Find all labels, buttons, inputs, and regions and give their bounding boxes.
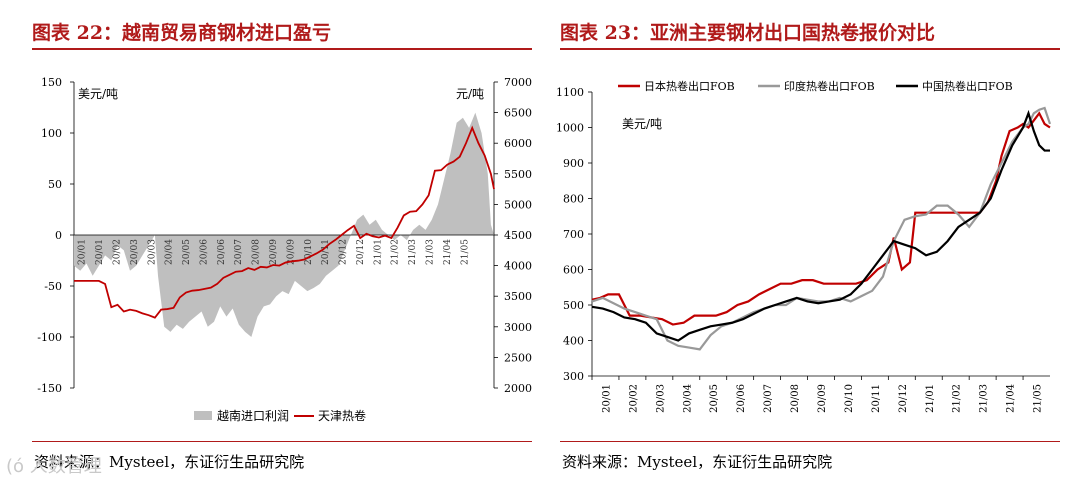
y-tick-label-right: 5000 bbox=[504, 198, 532, 211]
panel-title: 图表 23：亚洲主要钢材出口国热卷报价对比 bbox=[560, 22, 936, 44]
source-divider bbox=[560, 441, 1060, 442]
y-tick-label-left: -50 bbox=[44, 280, 62, 293]
x-tick-label: 21/01 bbox=[925, 384, 936, 413]
y-tick-label-right: 2500 bbox=[504, 351, 532, 364]
x-tick-label: 20/11 bbox=[871, 384, 882, 413]
x-tick-label: 20/04 bbox=[682, 384, 693, 413]
legend-swatch-import-profit bbox=[194, 411, 212, 420]
x-tick-label: 20/12 bbox=[339, 239, 349, 265]
legend-japan-hrc-label: 日本热卷出口FOB bbox=[644, 79, 735, 93]
x-tick-label: 20/02 bbox=[628, 384, 639, 413]
y-tick-label-right: 3500 bbox=[504, 290, 532, 303]
panel-vietnam-import-profit: 图表 22：越南贸易商钢材进口盈亏 150 100 50 0 -50 -100 -150 70… bbox=[24, 0, 544, 488]
y-tick-label: 600 bbox=[563, 264, 584, 277]
y-tick-label-left: -100 bbox=[37, 331, 62, 344]
series-line-japan-hrc bbox=[591, 111, 1051, 326]
x-tick-label: 20/03 bbox=[130, 239, 140, 265]
series-line-china-hrc bbox=[591, 109, 1050, 342]
y-tick-label: 1100 bbox=[556, 86, 584, 99]
panel-title: 图表 22：越南贸易商钢材进口盈亏 bbox=[32, 22, 332, 44]
legend-india-hrc-label: 印度热卷出口FOB bbox=[784, 79, 875, 93]
x-tick-label: 21/04 bbox=[443, 239, 453, 265]
y-tick-label-left: 100 bbox=[41, 127, 62, 140]
y-tick-label-right: 6000 bbox=[504, 137, 532, 150]
y-tick-label-left: 150 bbox=[41, 76, 62, 89]
y-tick-label-left: 0 bbox=[55, 229, 62, 242]
x-tick-label: 21/03 bbox=[979, 384, 990, 413]
y-tick-label-left: -150 bbox=[37, 382, 62, 395]
y-tick-label-right: 7000 bbox=[504, 76, 532, 89]
x-tick-label: 20/02 bbox=[112, 239, 122, 265]
x-tick-label: 20/12 bbox=[898, 384, 909, 413]
source-note: 资料来源：Mysteel，东证衍生品研究院 bbox=[562, 453, 833, 471]
y-tick-label: 300 bbox=[563, 370, 584, 383]
chart-vietnam-import-profit: 150 100 50 0 -50 -100 -150 7000 6500 6000 5500 5000… bbox=[37, 76, 532, 423]
x-tick-label: 20/12 bbox=[356, 239, 366, 265]
y-tick-label-right: 4000 bbox=[504, 260, 532, 273]
watermark: (ó 人数管理 bbox=[6, 456, 102, 477]
x-tick-label: 20/09 bbox=[286, 239, 296, 265]
x-tick-label: 21/05 bbox=[1033, 384, 1044, 413]
x-tick-label: 20/10 bbox=[844, 384, 855, 413]
source-note: 资料来源：Mysteel，东证衍生品研究院 bbox=[34, 453, 305, 471]
left-axis-unit: 美元/吨 bbox=[78, 87, 118, 101]
legend-china-hrc-label: 中国热卷出口FOB bbox=[922, 79, 1013, 93]
y-tick-label-right: 6500 bbox=[504, 107, 532, 120]
y-tick-label-left: 50 bbox=[48, 178, 62, 191]
y-tick-label: 400 bbox=[563, 335, 584, 348]
x-tick-label: 20/06 bbox=[736, 384, 747, 413]
panel-asia-hrc-export-prices: 图表 23：亚洲主要钢材出口国热卷报价对比 1100 1000 900 800 700 6… bbox=[552, 0, 1072, 488]
x-tick-label: 20/01 bbox=[601, 384, 612, 413]
x-tick-label: 20/05 bbox=[709, 384, 720, 413]
x-tick-label: 20/07 bbox=[763, 384, 774, 413]
x-tick-label: 21/03 bbox=[408, 239, 418, 265]
y-tick-label: 1000 bbox=[556, 122, 584, 135]
y-tick-label: 700 bbox=[563, 228, 584, 241]
x-tick-label: 21/02 bbox=[952, 384, 963, 413]
x-tick-label: 20/09 bbox=[269, 239, 279, 265]
y-tick-label-right: 3000 bbox=[504, 321, 532, 334]
x-tick-label: 20/03 bbox=[147, 239, 157, 265]
y-tick-label: 800 bbox=[563, 193, 584, 206]
x-tick-label: 21/02 bbox=[391, 239, 401, 265]
x-tick-label: 20/08 bbox=[252, 239, 262, 265]
x-tick-label: 21/03 bbox=[426, 239, 436, 265]
x-tick-label: 20/05 bbox=[182, 239, 192, 265]
y-tick-label-right: 5500 bbox=[504, 168, 532, 181]
legend-label-import-profit: 越南进口利润 bbox=[217, 408, 289, 423]
y-tick-label: 500 bbox=[563, 299, 584, 312]
y-tick-label-right: 4500 bbox=[504, 229, 532, 242]
x-tick-label: 20/01 bbox=[78, 239, 88, 265]
y-axis-unit: 美元/吨 bbox=[622, 117, 662, 131]
right-axis-unit: 元/吨 bbox=[456, 87, 484, 101]
x-tick-label: 20/07 bbox=[234, 239, 244, 265]
x-tick-label: 20/04 bbox=[165, 239, 175, 265]
x-tick-label: 20/11 bbox=[321, 239, 331, 265]
y-tick-label-right: 2000 bbox=[504, 382, 532, 395]
x-tick-label: 20/10 bbox=[304, 239, 314, 265]
x-tick-label: 21/01 bbox=[373, 239, 383, 265]
x-tick-label: 20/01 bbox=[95, 239, 105, 265]
title-divider bbox=[32, 48, 532, 50]
title-divider bbox=[560, 48, 1060, 50]
chart-asia-hrc-export-prices: 1100 1000 900 800 700 600 500 400 300 20/01 20/02 2… bbox=[556, 79, 1052, 413]
x-tick-label: 20/09 bbox=[817, 384, 828, 413]
series-line-india-hrc bbox=[591, 106, 1052, 351]
source-divider bbox=[32, 441, 532, 442]
x-tick-label: 20/08 bbox=[790, 384, 801, 413]
x-tick-label: 21/05 bbox=[460, 239, 470, 265]
x-tick-label: 21/04 bbox=[1006, 384, 1017, 413]
x-tick-label: 20/03 bbox=[655, 384, 666, 413]
legend-label-tianjin-hrc: 天津热卷 bbox=[318, 408, 366, 423]
series-area-import-profit bbox=[74, 112, 494, 337]
series-line-tianjin-hrc bbox=[74, 125, 495, 319]
y-tick-label: 900 bbox=[563, 157, 584, 170]
x-tick-label: 20/06 bbox=[199, 239, 209, 265]
x-tick-label: 20/06 bbox=[217, 239, 227, 265]
